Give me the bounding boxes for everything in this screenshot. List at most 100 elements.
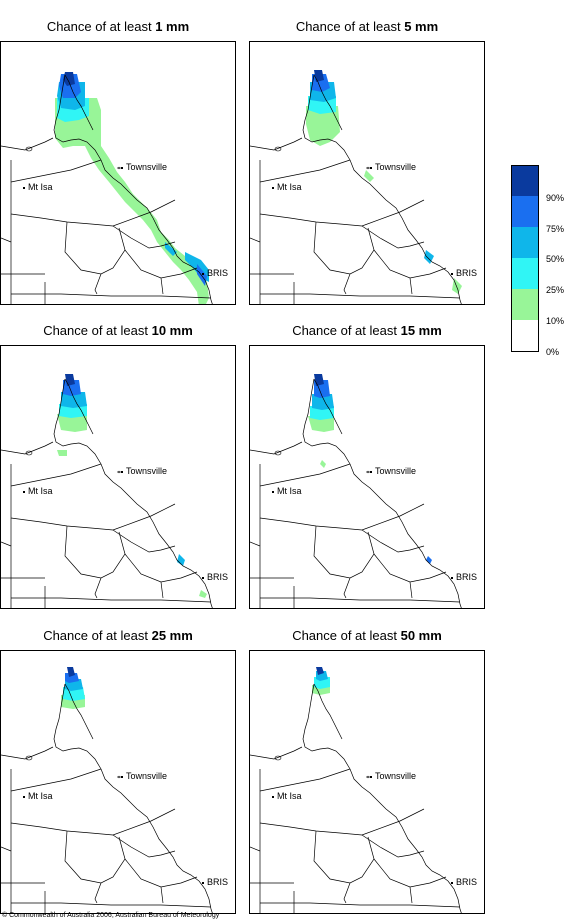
label-mt-isa: Mt Isa: [272, 791, 302, 801]
label-townsville-text: Townsville: [375, 466, 417, 476]
label-townsville: Townsville: [370, 771, 416, 781]
town-marker: [23, 186, 25, 189]
panel-title: Chance of at least 5 mm: [249, 19, 485, 35]
label-brisbane-text: BRIS: [207, 268, 229, 278]
probability-shading: [55, 72, 209, 304]
panel-title: Chance of at least 50 mm: [249, 628, 485, 644]
rainfall-map: Townsville Mt Isa BRIS: [249, 41, 485, 305]
label-brisbane: BRIS: [451, 572, 477, 582]
shading-region: [316, 667, 324, 675]
town-marker: [202, 576, 204, 579]
probability-shading: [312, 667, 330, 695]
label-townsville: Townsville: [121, 771, 167, 781]
label-brisbane: BRIS: [451, 877, 477, 887]
legend-swatch-90-plus: [511, 165, 539, 196]
panel-title-prefix: Chance of at least: [292, 323, 401, 338]
panel-title-amount: 25 mm: [151, 628, 193, 643]
label-mt-isa-text: Mt Isa: [277, 486, 302, 496]
panel-title-prefix: Chance of at least: [46, 19, 156, 34]
label-brisbane: BRIS: [451, 268, 477, 278]
label-townsville-text: Townsville: [126, 466, 168, 476]
town-marker: [202, 881, 204, 884]
shading-region: [308, 416, 334, 468]
panel-title-amount: 10 mm: [151, 323, 193, 338]
map-panel-5mm: Chance of at least 5 mm Townsville Mt Isa…: [249, 19, 485, 305]
label-brisbane-text: BRIS: [456, 572, 478, 582]
copyright-notice: © Commonwealth of Australia 2006, Austra…: [2, 912, 220, 919]
rainfall-map: Townsville Mt Isa BRIS: [0, 345, 236, 609]
probability-shading: [61, 667, 85, 709]
map-panel-15mm: Chance of at least 15 mm Townsville Mt Is…: [249, 323, 485, 609]
label-mt-isa-text: Mt Isa: [28, 791, 53, 801]
town-marker: [451, 272, 453, 275]
label-mt-isa: Mt Isa: [23, 486, 53, 496]
panel-title-prefix: Chance of at least: [295, 19, 405, 34]
panel-title: Chance of at least 15 mm: [249, 323, 485, 339]
label-brisbane-text: BRIS: [207, 572, 229, 582]
town-marker: [23, 795, 25, 798]
label-townsville-text: Townsville: [375, 162, 417, 172]
panel-title: Chance of at least 25 mm: [0, 628, 236, 644]
rainfall-map: Townsville Mt Isa BRIS: [0, 41, 236, 305]
label-brisbane: BRIS: [202, 572, 228, 582]
town-marker: [272, 795, 274, 798]
panel-title-prefix: Chance of at least: [43, 628, 152, 643]
label-townsville-text: Townsville: [126, 771, 168, 781]
shading-region: [312, 394, 334, 410]
label-mt-isa-text: Mt Isa: [277, 182, 302, 192]
map-panel-50mm: Chance of at least 50 mm Townsville Mt Is…: [249, 628, 485, 914]
queensland-outline: [1, 74, 213, 304]
town-marker: [370, 470, 372, 473]
probability-shading: [308, 374, 432, 564]
legend-tick-75: 75%: [546, 224, 565, 234]
label-mt-isa-text: Mt Isa: [28, 182, 53, 192]
panel-title-amount: 15 mm: [400, 323, 442, 338]
label-mt-isa-text: Mt Isa: [28, 486, 53, 496]
label-mt-isa: Mt Isa: [23, 182, 53, 192]
town-marker: [121, 775, 123, 778]
shading-region: [63, 72, 75, 86]
probability-shading: [306, 70, 462, 294]
queensland-outline: [250, 683, 462, 913]
label-townsville-text: Townsville: [126, 162, 168, 172]
label-mt-isa: Mt Isa: [272, 486, 302, 496]
panel-title-prefix: Chance of at least: [43, 323, 152, 338]
label-brisbane-text: BRIS: [456, 268, 478, 278]
shading-region: [57, 82, 209, 282]
shading-region: [306, 106, 462, 294]
label-mt-isa: Mt Isa: [272, 182, 302, 192]
panel-title-prefix: Chance of at least: [292, 628, 401, 643]
label-mt-isa-text: Mt Isa: [277, 791, 302, 801]
queensland-outline: [1, 683, 213, 913]
legend-outline: [511, 165, 539, 352]
town-marker: [202, 272, 204, 275]
label-brisbane-text: BRIS: [207, 877, 229, 887]
town-marker: [121, 470, 123, 473]
label-brisbane: BRIS: [202, 877, 228, 887]
queensland-outline: [250, 74, 462, 304]
map-panel-1mm: Chance of at least 1 mm Townsville Mt Isa…: [0, 19, 236, 305]
map-panel-25mm: Chance of at least 25 mm Townsville Mt Is…: [0, 628, 236, 914]
panel-title-amount: 1 mm: [155, 19, 190, 34]
legend-swatch-10-25: [511, 289, 539, 320]
queensland-outline: [250, 378, 462, 608]
label-townsville: Townsville: [121, 466, 167, 476]
label-townsville: Townsville: [370, 162, 416, 172]
shading-region: [65, 673, 79, 683]
shading-region: [59, 74, 207, 286]
legend-tick-10: 10%: [546, 316, 565, 326]
shading-region: [310, 406, 334, 420]
town-marker: [451, 576, 453, 579]
town-marker: [370, 775, 372, 778]
legend-tick-0: 0%: [546, 347, 560, 357]
panel-title: Chance of at least 1 mm: [0, 19, 236, 35]
panel-title-amount: 50 mm: [400, 628, 442, 643]
shading-region: [59, 404, 87, 418]
town-marker: [272, 186, 274, 189]
label-townsville: Townsville: [121, 162, 167, 172]
rainfall-map: Townsville Mt Isa BRIS: [0, 650, 236, 914]
map-panel-10mm: Chance of at least 10 mm Townsville Mt Is…: [0, 323, 236, 609]
shading-region: [310, 82, 434, 264]
label-mt-isa: Mt Isa: [23, 791, 53, 801]
legend-tick-25: 25%: [546, 285, 565, 295]
